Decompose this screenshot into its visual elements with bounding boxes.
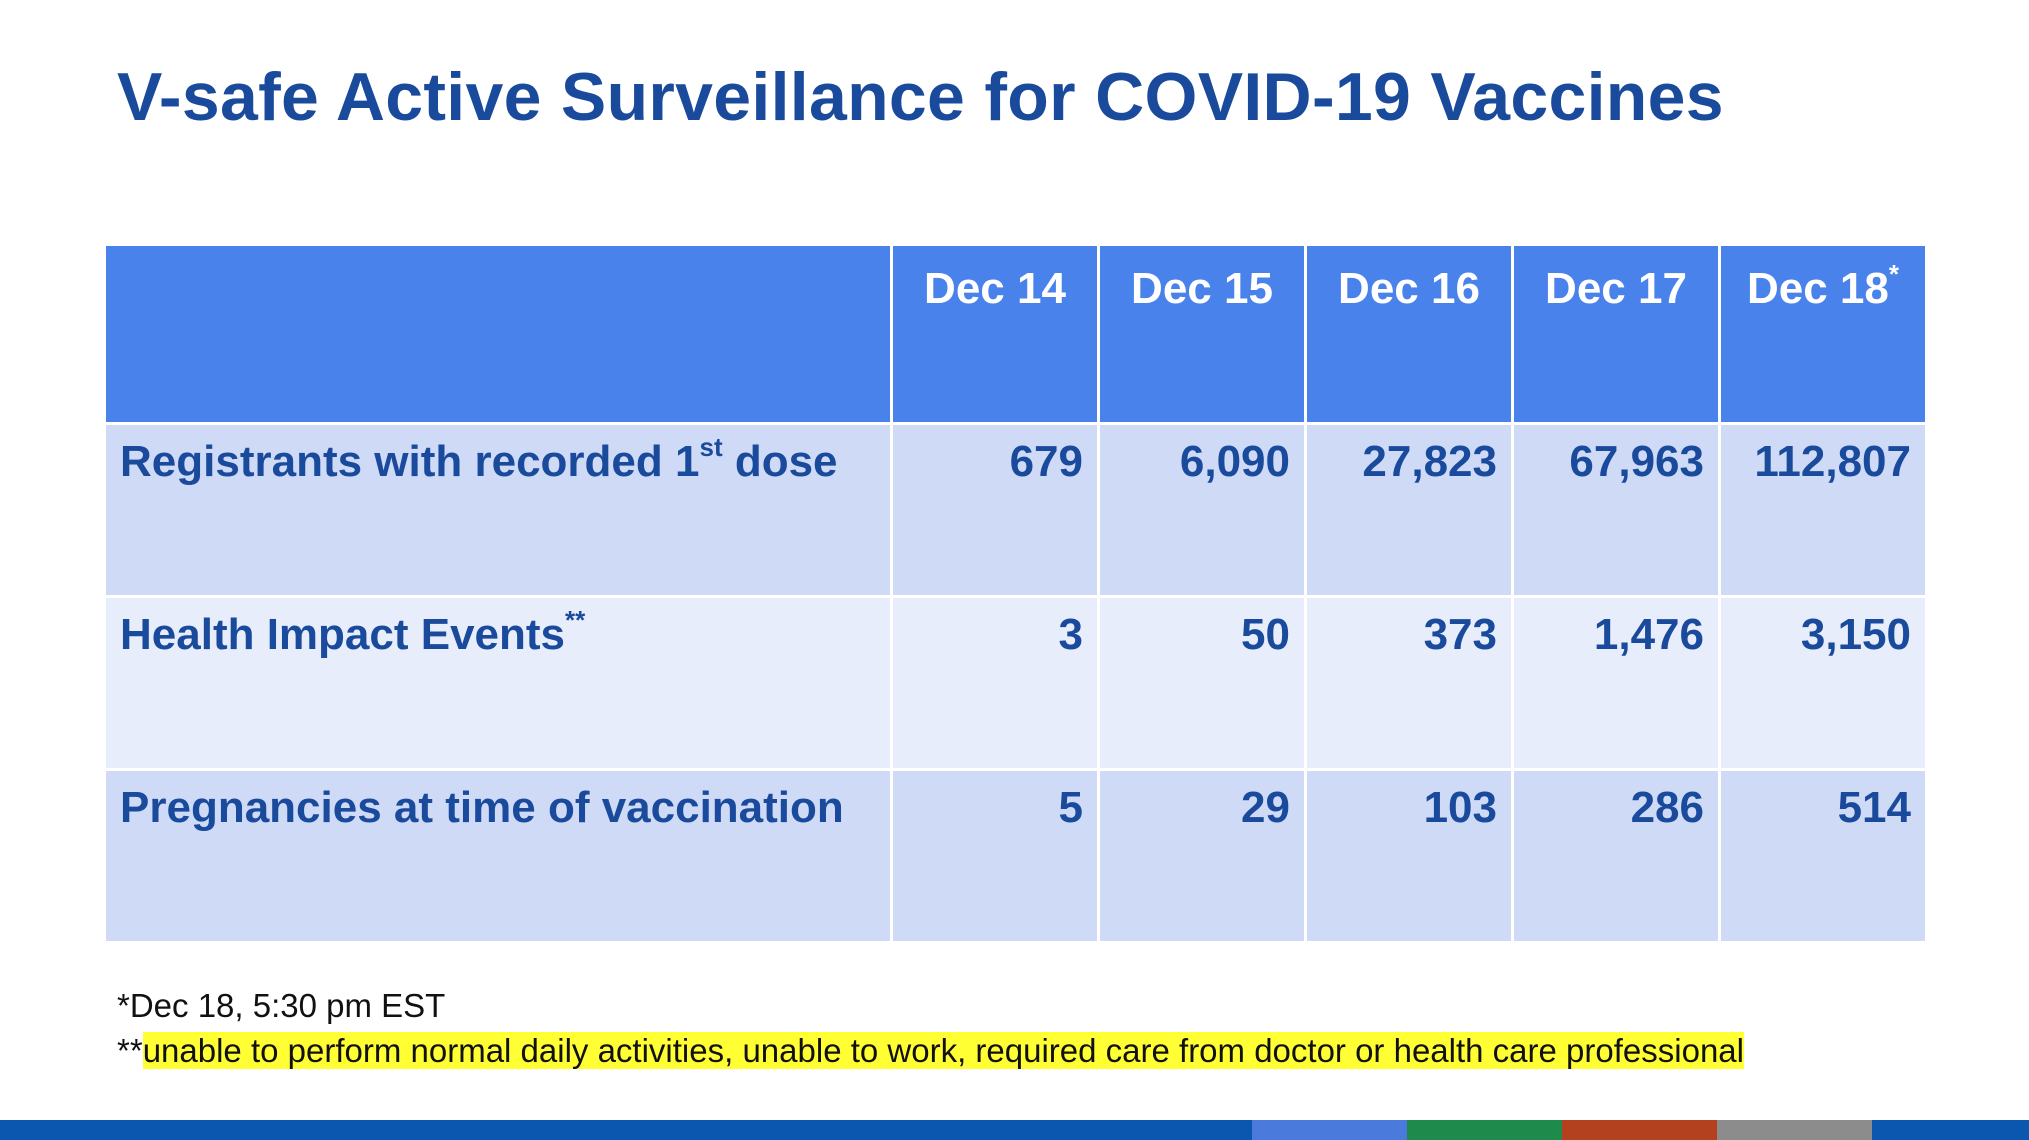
row-label: Registrants with recorded 1st dose [103,422,893,598]
table-cell: 112,807 [1718,422,1928,598]
table-cell: 3,150 [1718,595,1928,771]
highlighted-text: unable to perform normal daily activitie… [142,1032,1744,1069]
footnotes: *Dec 18, 5:30 pm EST **unable to perform… [117,983,1744,1073]
table-cell: 3 [890,595,1100,771]
column-header: Dec 15 [1097,243,1307,425]
footer-segment [1407,1120,1562,1140]
header-blank-cell [103,243,893,425]
slide-title: V-safe Active Surveillance for COVID-19 … [117,59,1724,135]
column-header: Dec 16 [1304,243,1514,425]
footer-segment [0,1120,1252,1140]
footer-segment [1872,1120,2029,1140]
row-label: Pregnancies at time of vaccination [103,768,893,944]
table-cell: 67,963 [1511,422,1721,598]
surveillance-table: Dec 14 Dec 15 Dec 16 Dec 17 Dec 18* Regi… [103,243,1928,944]
footer-segment [1717,1120,1872,1140]
table-cell: 286 [1511,768,1721,944]
table-cell: 373 [1304,595,1514,771]
table-cell: 103 [1304,768,1514,944]
table-cell: 6,090 [1097,422,1307,598]
column-footnote-marker: * [1888,259,1899,290]
table-cell: 514 [1718,768,1928,944]
table-row: Health Impact Events** 3 50 373 1,476 3,… [103,595,1928,771]
table-cell: 1,476 [1511,595,1721,771]
footer-color-bar [0,1120,2029,1140]
footer-segment [1252,1120,1407,1140]
table-cell: 27,823 [1304,422,1514,598]
row-label: Health Impact Events** [103,595,893,771]
footnote-date: *Dec 18, 5:30 pm EST [117,987,446,1024]
table-cell: 679 [890,422,1100,598]
footnote-health-impact: **unable to perform normal daily activit… [117,1032,1744,1069]
footer-segment [1562,1120,1717,1140]
column-header: Dec 17 [1511,243,1721,425]
table-row: Registrants with recorded 1st dose 679 6… [103,422,1928,598]
table-cell: 50 [1097,595,1307,771]
column-header: Dec 14 [890,243,1100,425]
table-cell: 29 [1097,768,1307,944]
table-row: Pregnancies at time of vaccination 5 29 … [103,768,1928,944]
table-header-row: Dec 14 Dec 15 Dec 16 Dec 17 Dec 18* [103,243,1928,425]
column-header: Dec 18* [1718,243,1928,425]
table-cell: 5 [890,768,1100,944]
